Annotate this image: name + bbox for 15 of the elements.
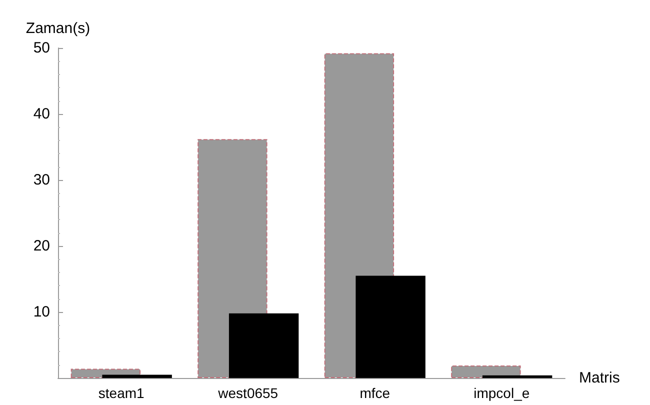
y-tick-label: 50 [33,40,50,56]
bar [102,374,172,378]
y-axis-title: Zaman(s) [26,20,90,37]
x-tick-label: steam1 [98,385,145,401]
y-tick-label: 10 [33,304,50,320]
bar [356,276,426,378]
x-axis-title: Matris [579,370,620,386]
x-tick-label: west0655 [217,385,278,401]
bar [482,375,552,378]
x-tick-label: impcol_e [474,385,530,401]
y-tick-label: 30 [33,172,50,188]
x-tick-label: mfce [360,385,390,401]
y-tick-label: 40 [33,106,50,122]
y-tick-label: 20 [33,238,50,254]
bar [228,313,299,378]
